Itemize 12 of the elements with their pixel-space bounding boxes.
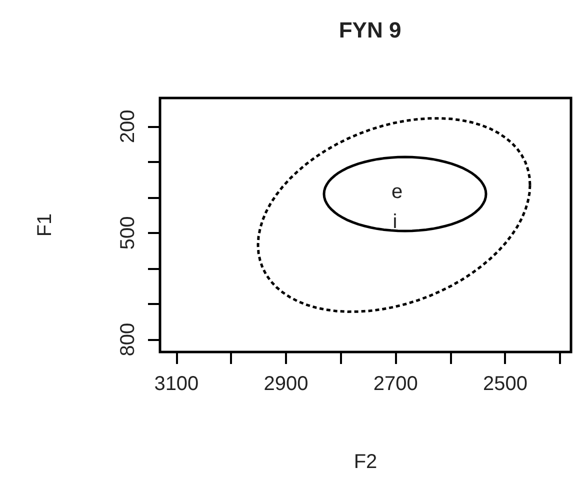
x-tick-label: 2900: [264, 373, 308, 395]
y-tick-label: 500: [117, 216, 139, 250]
y-tick-label: 200: [117, 110, 139, 144]
chart-title: FYN 9: [338, 18, 402, 42]
x-axis-title: F2: [354, 451, 378, 473]
x-tick-label: 3100: [154, 373, 199, 395]
y-tick-label: 800: [117, 322, 139, 356]
x-tick-label: 2700: [373, 373, 418, 395]
annotation: i: [392, 211, 398, 233]
y-axis-title: F1: [34, 213, 56, 237]
annotation: e: [391, 181, 403, 203]
x-tick-label: 2500: [482, 373, 528, 395]
